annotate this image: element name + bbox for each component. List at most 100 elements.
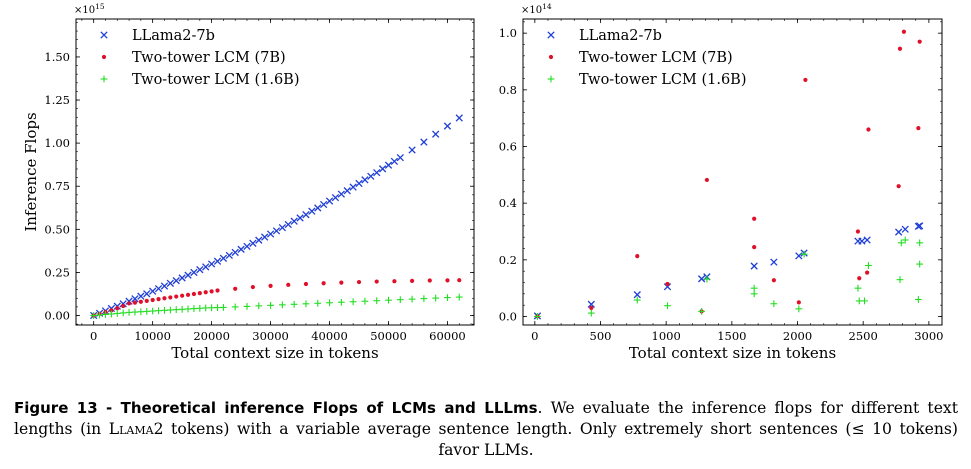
y-tick-label: 0.50 xyxy=(44,222,70,236)
point-llama2-7b xyxy=(166,279,175,287)
legend: LLama2-7b Two-tower LCM (7B) Two-tower LCM… xyxy=(547,28,747,88)
point-llama2-7b xyxy=(190,268,198,277)
point-llama2-7b xyxy=(901,225,909,233)
point-llama2-7b xyxy=(219,254,228,262)
point-two-tower-lcm-1-6b xyxy=(444,294,451,301)
x-tick-label: 20000 xyxy=(193,329,230,343)
point-llama2-7b xyxy=(408,146,416,154)
point-two-tower-lcm-1-6b xyxy=(196,304,204,312)
point-llama2-7b xyxy=(196,266,204,274)
point-two-tower-lcm-1-6b xyxy=(267,301,274,309)
point-two-tower-lcm-7b xyxy=(752,216,757,221)
point-llama2-7b xyxy=(770,258,778,266)
legend: LLama2-7b Two-tower LCM (7B) Two-tower LCM… xyxy=(100,28,300,88)
point-two-tower-lcm-7b xyxy=(321,281,326,286)
point-two-tower-lcm-7b xyxy=(445,278,450,283)
point-two-tower-lcm-7b xyxy=(752,244,757,250)
point-two-tower-lcm-7b xyxy=(589,305,594,311)
legend-marker-two-tower-lcm-1-6b xyxy=(100,75,108,83)
chart-left-inference-flops: 0 10000 20000 30000 40000 50000 60000 0.00 0.25 0… xyxy=(22,2,475,362)
point-two-tower-lcm-1-6b xyxy=(337,298,345,306)
point-llama2-7b xyxy=(255,236,263,244)
point-two-tower-lcm-1-6b xyxy=(396,296,404,304)
point-two-tower-lcm-7b xyxy=(665,281,670,287)
x-tick-label: 1000 xyxy=(652,329,681,343)
legend-marker-llama2-7b xyxy=(547,31,555,39)
point-two-tower-lcm-1-6b xyxy=(916,260,924,268)
data-points xyxy=(533,29,924,320)
point-llama2-7b xyxy=(355,179,363,188)
point-llama2-7b xyxy=(319,200,328,209)
point-two-tower-lcm-1-6b xyxy=(916,239,924,247)
point-two-tower-lcm-7b xyxy=(197,291,202,296)
x-axis-label: Total context size in tokens xyxy=(629,344,836,362)
point-two-tower-lcm-1-6b xyxy=(90,312,98,319)
x-tick-label: 1500 xyxy=(717,329,746,343)
legend-marker-two-tower-lcm-7b xyxy=(101,54,107,60)
y-tick-label: 1.0 xyxy=(499,26,517,40)
point-llama2-7b xyxy=(249,239,257,247)
point-two-tower-lcm-7b xyxy=(896,184,901,189)
figure-caption-text-1: . We evaluate the inference flops for di… xyxy=(14,399,958,438)
point-two-tower-lcm-7b xyxy=(150,297,155,303)
point-two-tower-lcm-7b xyxy=(392,279,397,284)
point-two-tower-lcm-1-6b xyxy=(113,310,121,317)
y-tick-label: 0.0 xyxy=(499,310,517,324)
point-two-tower-lcm-7b xyxy=(286,282,291,287)
point-llama2-7b xyxy=(272,227,281,235)
point-llama2-7b xyxy=(455,114,463,122)
point-llama2-7b xyxy=(432,130,440,138)
point-two-tower-lcm-7b xyxy=(803,77,808,83)
point-two-tower-lcm-7b xyxy=(916,125,921,131)
point-llama2-7b xyxy=(420,138,428,146)
point-two-tower-lcm-7b xyxy=(233,286,238,291)
point-llama2-7b xyxy=(237,245,245,253)
point-llama2-7b xyxy=(302,211,310,219)
figure-caption-llama-name: Llama2 xyxy=(108,420,164,438)
point-two-tower-lcm-7b xyxy=(865,270,870,275)
point-llama2-7b xyxy=(160,282,169,290)
point-two-tower-lcm-1-6b xyxy=(861,297,868,305)
point-two-tower-lcm-7b xyxy=(132,300,138,305)
point-two-tower-lcm-7b xyxy=(409,278,415,283)
point-two-tower-lcm-7b xyxy=(168,295,173,300)
point-two-tower-lcm-1-6b xyxy=(278,301,286,309)
point-llama2-7b xyxy=(396,153,404,162)
legend-label-two-tower-lcm-7b: Two-tower LCM (7B) xyxy=(579,50,733,66)
point-llama2-7b xyxy=(261,233,269,241)
point-two-tower-lcm-1-6b xyxy=(770,300,778,308)
point-two-tower-lcm-7b xyxy=(427,278,432,283)
point-two-tower-lcm-1-6b xyxy=(361,297,369,305)
series-llama2-7b xyxy=(90,114,463,320)
point-two-tower-lcm-7b xyxy=(156,297,161,302)
point-two-tower-lcm-1-6b xyxy=(172,306,180,314)
x-tick-label: 30000 xyxy=(252,329,289,343)
point-two-tower-lcm-1-6b xyxy=(703,275,711,283)
point-two-tower-lcm-1-6b xyxy=(102,311,109,318)
point-two-tower-lcm-7b xyxy=(897,46,903,51)
point-llama2-7b xyxy=(325,197,334,205)
point-llama2-7b xyxy=(663,283,672,291)
x-tick-label: 60000 xyxy=(429,329,466,343)
point-two-tower-lcm-1-6b xyxy=(208,304,216,312)
point-two-tower-lcm-1-6b xyxy=(231,303,239,311)
point-llama2-7b xyxy=(172,277,180,285)
point-two-tower-lcm-1-6b xyxy=(901,236,909,244)
point-llama2-7b xyxy=(284,220,292,229)
point-llama2-7b xyxy=(587,300,595,308)
point-llama2-7b xyxy=(243,242,251,251)
point-two-tower-lcm-1-6b xyxy=(865,262,872,269)
x-tick-label: 50000 xyxy=(370,329,407,343)
y-tick-label: 0.75 xyxy=(44,179,70,193)
x-tick-label: 0 xyxy=(531,329,538,343)
point-llama2-7b xyxy=(367,172,375,180)
point-two-tower-lcm-1-6b xyxy=(255,302,263,310)
point-llama2-7b xyxy=(207,260,216,268)
point-two-tower-lcm-7b xyxy=(796,300,801,305)
legend-label-two-tower-lcm-7b: Two-tower LCM (7B) xyxy=(132,50,286,66)
point-two-tower-lcm-1-6b xyxy=(854,284,862,292)
point-llama2-7b xyxy=(125,297,133,305)
point-llama2-7b xyxy=(384,161,393,169)
point-two-tower-lcm-1-6b xyxy=(373,297,381,305)
y-axis-label: Inference Flops xyxy=(22,112,40,231)
